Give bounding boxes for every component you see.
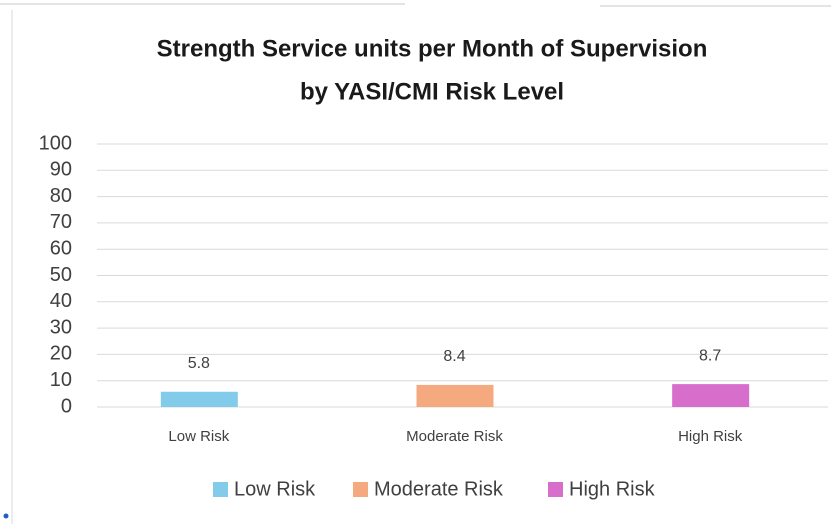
data-label: 5.8: [188, 355, 210, 372]
chart-title: by YASI/CMI Risk Level: [300, 78, 564, 105]
x-tick-label: High Risk: [678, 428, 743, 445]
y-tick-label: 10: [50, 369, 72, 391]
data-label: 8.7: [699, 347, 721, 364]
y-tick-label: 0: [61, 395, 72, 417]
legend-swatch: [213, 482, 228, 497]
y-tick-label: 50: [50, 264, 72, 286]
y-tick-label: 60: [50, 237, 72, 259]
y-tick-label: 40: [50, 290, 72, 312]
x-tick-label: Low Risk: [168, 428, 229, 445]
y-tick-label: 100: [39, 132, 72, 154]
y-tick-label: 70: [50, 211, 72, 233]
bar: [416, 384, 494, 407]
legend-swatch: [548, 482, 563, 497]
legend-label: Moderate Risk: [374, 478, 504, 500]
legend-swatch: [353, 482, 368, 497]
chart-title: Strength Service units per Month of Supe…: [157, 35, 708, 62]
legend-label: Low Risk: [234, 478, 316, 500]
bar: [160, 391, 238, 407]
y-tick-label: 30: [50, 316, 72, 338]
bullet: [3, 513, 9, 519]
legend-label: High Risk: [569, 478, 656, 500]
data-label: 8.4: [443, 348, 465, 365]
bar: [672, 384, 750, 407]
x-tick-label: Moderate Risk: [406, 428, 503, 445]
y-tick-label: 90: [50, 159, 72, 181]
y-tick-label: 80: [50, 185, 72, 207]
y-tick-label: 20: [50, 343, 72, 365]
